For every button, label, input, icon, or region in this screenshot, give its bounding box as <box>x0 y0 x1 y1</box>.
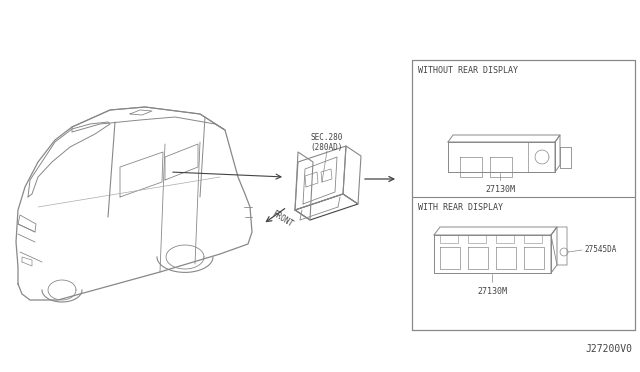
Text: SEC.280
(280AD): SEC.280 (280AD) <box>311 132 343 152</box>
Text: WITH REAR DISPLAY: WITH REAR DISPLAY <box>418 203 503 212</box>
Text: J27200V0: J27200V0 <box>585 344 632 354</box>
Text: 27130M: 27130M <box>477 287 507 296</box>
Text: 27130M: 27130M <box>485 185 515 194</box>
Text: 27545DA: 27545DA <box>584 244 616 253</box>
Text: WITHOUT REAR DISPLAY: WITHOUT REAR DISPLAY <box>418 66 518 75</box>
Text: FRONT: FRONT <box>270 209 294 229</box>
